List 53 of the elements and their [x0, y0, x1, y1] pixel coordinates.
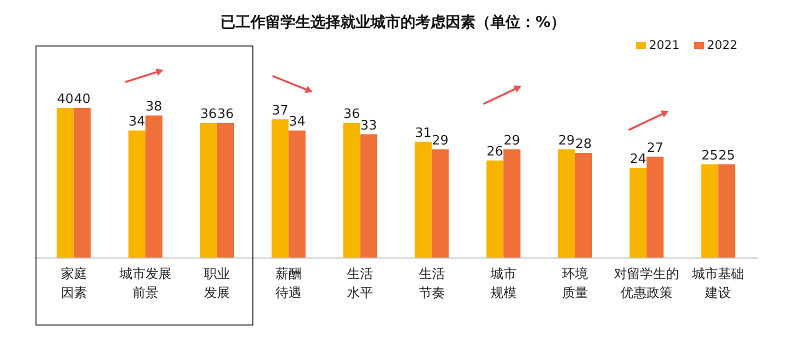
data-label: 36 [200, 107, 217, 122]
data-label: 25 [718, 148, 735, 164]
bar [128, 130, 146, 258]
legend-label: 2022 [707, 38, 738, 52]
bar [718, 164, 736, 258]
data-label: 29 [504, 133, 520, 148]
bar [272, 119, 289, 258]
data-label: 40 [74, 92, 91, 107]
x-tick-label: 环境质量 [562, 266, 588, 301]
bar [288, 130, 306, 258]
bar [646, 156, 664, 258]
bar [503, 149, 520, 258]
data-label: 24 [630, 152, 646, 167]
bar [217, 123, 234, 258]
data-label: 38 [146, 100, 162, 114]
bar [200, 123, 217, 258]
data-label: 36 [343, 107, 360, 122]
x-tick-label: 职业发展 [204, 267, 230, 301]
bar [74, 108, 91, 258]
data-label: 34 [288, 114, 306, 130]
data-label: 40 [57, 92, 74, 107]
bar [414, 142, 432, 258]
data-label: 27 [646, 140, 664, 156]
bar [145, 116, 162, 258]
bar [343, 123, 360, 258]
data-label: 28 [575, 137, 592, 152]
chart-title: 已工作留学生选择就业城市的考虑因素（单位：%） [220, 13, 566, 31]
x-tick-label: 城市基础建设 [691, 267, 744, 301]
data-label: 37 [272, 103, 288, 118]
data-label: 31 [415, 126, 432, 141]
bar [56, 108, 74, 258]
bar [432, 149, 449, 258]
bar [486, 160, 504, 258]
bar [575, 153, 592, 258]
x-tick-label: 家庭因素 [60, 266, 87, 301]
legend-label: 2021 [649, 38, 680, 52]
x-tick-label: 生活节奏 [418, 267, 445, 301]
bar [701, 164, 718, 258]
x-tick-label: 城市规模 [489, 267, 516, 301]
data-label: 34 [128, 114, 146, 130]
x-tick-label: 城市发展前景 [118, 267, 172, 301]
x-tick-label: 对留学生的优惠政策 [614, 267, 680, 301]
bar [630, 168, 647, 258]
bar [558, 149, 575, 258]
x-tick-label: 生活水平 [347, 267, 374, 301]
data-label: 29 [432, 133, 449, 148]
data-label: 33 [360, 118, 377, 134]
data-label: 29 [558, 133, 575, 148]
x-tick-label: 薪酬待遇 [276, 267, 302, 301]
data-label: 26 [486, 144, 504, 160]
data-label: 36 [217, 107, 234, 122]
data-label: 25 [701, 148, 718, 164]
bar [360, 134, 378, 258]
